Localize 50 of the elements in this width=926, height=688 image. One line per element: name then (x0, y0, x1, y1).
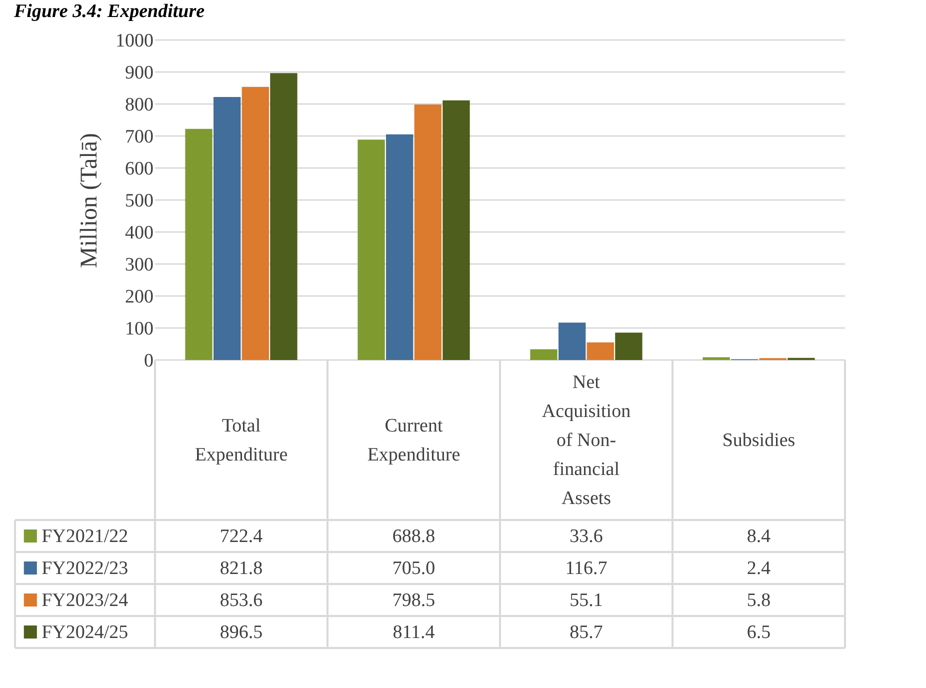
bar (702, 357, 730, 360)
data-label: 853.6 (220, 590, 263, 611)
data-label: 85.7 (570, 622, 603, 643)
y-tick-label: 700 (125, 126, 154, 148)
data-label: 821.8 (220, 558, 263, 579)
y-tick-label: 800 (125, 94, 154, 116)
bar (442, 100, 470, 360)
x-tick-label: Net Acquisition of Non-financial Assets (542, 372, 632, 509)
bar (530, 349, 558, 360)
x-tick-label: Subsidies (722, 430, 796, 451)
bar (615, 332, 642, 360)
data-label: 116.7 (565, 558, 608, 579)
y-tick-label: 900 (125, 62, 154, 84)
y-tick-label: 500 (125, 190, 154, 212)
legend-label: FY2023/24 (42, 590, 129, 611)
x-tick-label: Current Expenditure (367, 416, 460, 466)
y-tick-label: 1000 (116, 30, 154, 52)
bar (414, 104, 442, 360)
data-label: 33.6 (570, 526, 603, 547)
chart-title: Figure 3.4: Expenditure (13, 1, 206, 22)
data-label: 705.0 (392, 558, 436, 579)
data-label: 6.5 (746, 622, 771, 643)
y-tick-label: 200 (125, 286, 154, 308)
bar (185, 128, 212, 360)
bar (270, 73, 298, 360)
bar (386, 134, 414, 360)
bar (214, 97, 241, 360)
bar (242, 86, 269, 360)
data-label: 688.8 (392, 526, 436, 547)
data-label: 896.5 (220, 622, 263, 643)
bar (358, 140, 385, 360)
y-tick-label: 400 (125, 222, 154, 244)
bar (586, 342, 614, 360)
legend-label: FY2022/23 (42, 558, 128, 579)
bar (558, 322, 586, 360)
data-label: 5.8 (746, 590, 771, 611)
y-tick-label: 0 (144, 350, 154, 372)
y-tick-label: 600 (125, 158, 154, 180)
y-tick-label: 300 (125, 254, 154, 276)
data-label: 2.4 (746, 558, 772, 579)
y-axis-title: Million (Talā) (76, 133, 102, 268)
data-label: 798.5 (392, 590, 436, 611)
legend-label: FY2024/25 (42, 622, 128, 643)
data-label: 55.1 (570, 590, 603, 611)
y-tick-label: 100 (125, 318, 154, 340)
data-label: 811.4 (392, 622, 436, 643)
data-label: 722.4 (220, 526, 264, 547)
data-label: 8.4 (746, 526, 772, 547)
x-tick-label: Total Expenditure (194, 416, 288, 466)
legend-label: FY2021/22 (42, 526, 128, 547)
